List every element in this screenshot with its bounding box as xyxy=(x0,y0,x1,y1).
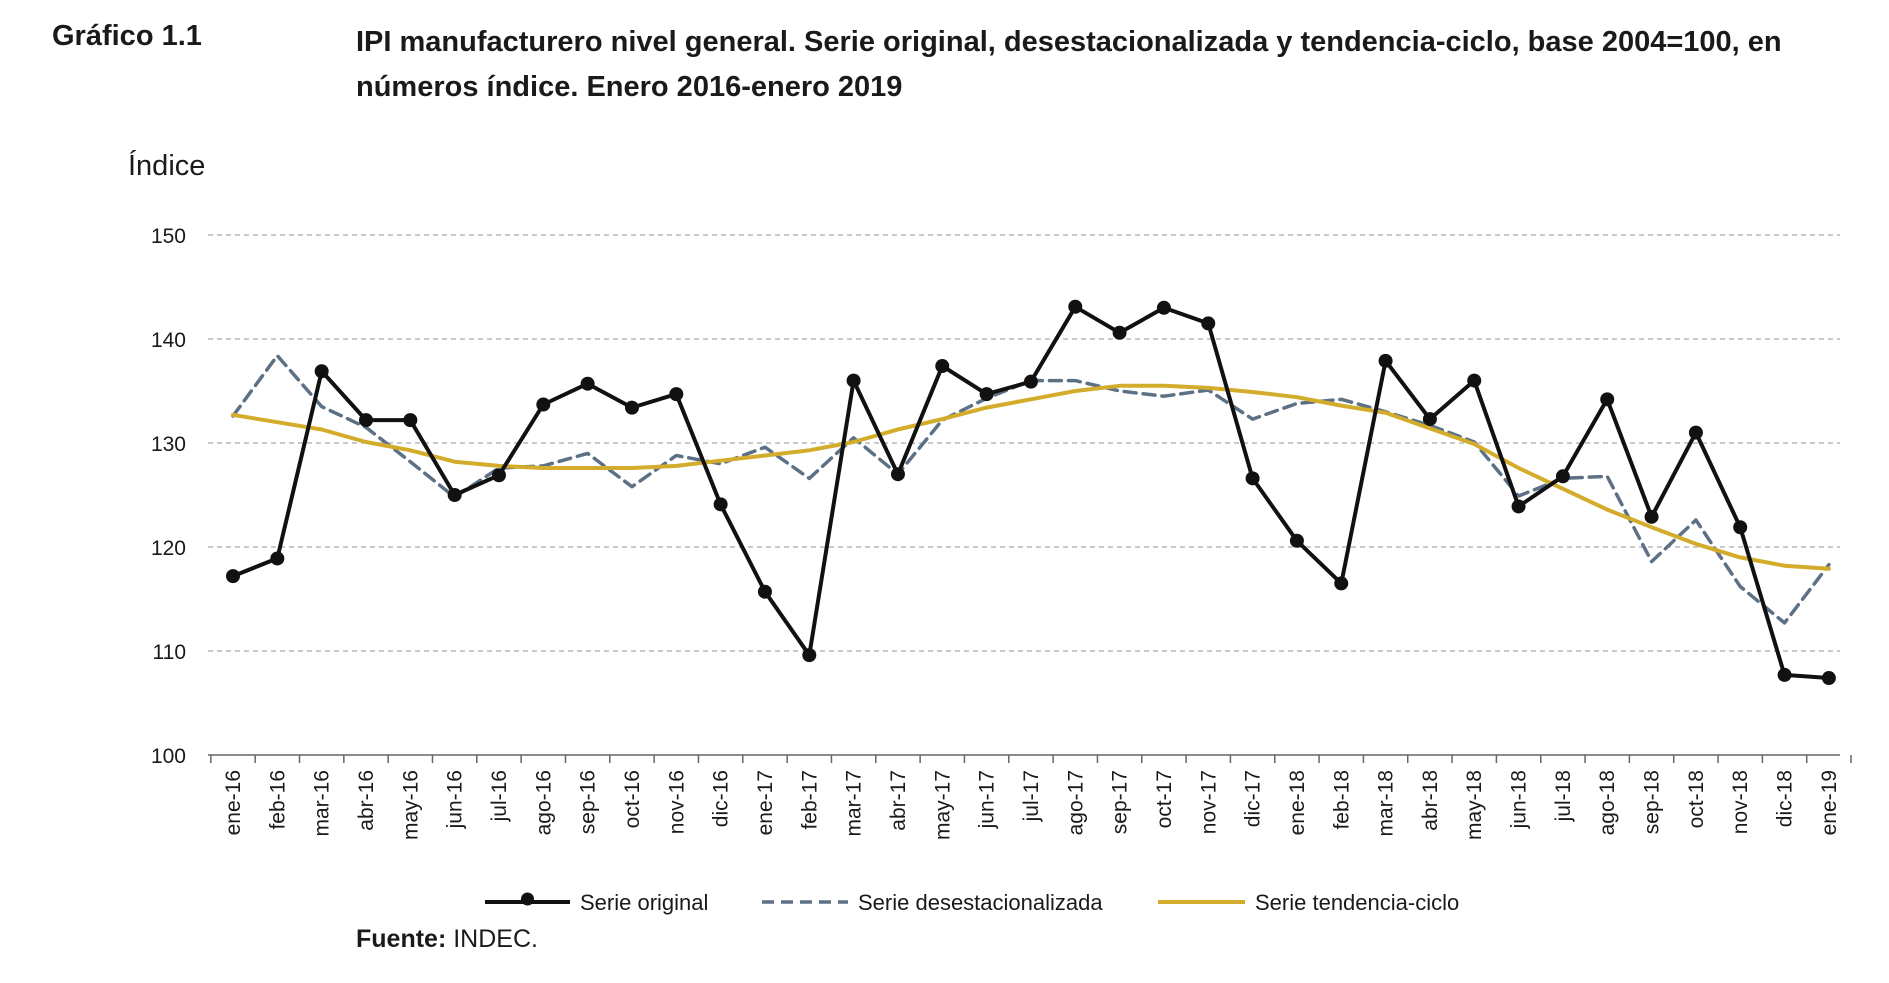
data-point-original xyxy=(1201,316,1216,331)
x-tick-label: jun-18 xyxy=(1508,770,1531,829)
x-tick-label: ago-16 xyxy=(532,770,555,835)
x-tick-label: ene-19 xyxy=(1818,770,1841,835)
y-tick-label: 110 xyxy=(153,641,186,664)
source-value: INDEC. xyxy=(446,925,538,953)
x-tick-label: jul-18 xyxy=(1552,770,1575,822)
chart-title: IPI manufacturero nivel general. Serie o… xyxy=(356,20,1856,110)
data-point-original xyxy=(1821,671,1836,686)
x-tick-label: nov-18 xyxy=(1729,770,1752,834)
data-point-original xyxy=(314,364,329,379)
y-tick-label: 100 xyxy=(151,745,186,768)
data-point-original xyxy=(1555,469,1570,484)
data-point-original xyxy=(1112,325,1127,340)
x-tick-label: may-18 xyxy=(1463,770,1486,840)
data-point-original xyxy=(979,387,994,402)
x-tick-label: mar-16 xyxy=(311,770,334,837)
x-tick-label: sep-18 xyxy=(1641,770,1664,834)
y-tick-label: 140 xyxy=(151,329,186,352)
chart-title-line-1: IPI manufacturero nivel general. Serie o… xyxy=(356,26,1782,58)
x-tick-label: feb-16 xyxy=(266,770,289,830)
data-point-original xyxy=(447,488,462,502)
x-tick-label: nov-17 xyxy=(1197,770,1220,834)
data-point-original xyxy=(403,413,418,428)
x-tick-label: ene-17 xyxy=(754,770,777,835)
data-point-original xyxy=(1777,667,1792,682)
x-tick-label: dic-16 xyxy=(710,770,733,827)
x-tick-label: ago-17 xyxy=(1064,770,1087,835)
x-tick-label: oct-16 xyxy=(621,770,644,828)
data-point-original xyxy=(757,584,772,599)
data-point-original xyxy=(669,387,684,402)
legend-marker-original xyxy=(521,892,534,906)
x-tick-label: abr-17 xyxy=(887,770,910,831)
data-point-original xyxy=(1068,299,1083,314)
x-tick-label: nov-16 xyxy=(665,770,688,834)
data-point-original xyxy=(1334,576,1349,591)
x-tick-label: jul-16 xyxy=(488,770,511,822)
y-tick-label: 150 xyxy=(151,225,186,248)
legend-label-original: Serie original xyxy=(580,890,708,915)
x-tick-label: ene-16 xyxy=(222,770,245,835)
data-point-original xyxy=(1467,373,1482,388)
data-point-original xyxy=(1422,412,1437,427)
data-point-original xyxy=(1156,300,1171,315)
legend-label-tendencia: Serie tendencia-ciclo xyxy=(1255,890,1459,915)
x-tick-label: jun-17 xyxy=(976,770,999,829)
data-point-original xyxy=(1600,392,1615,407)
data-point-original xyxy=(536,397,551,412)
data-point-original xyxy=(1289,533,1304,548)
data-point-original xyxy=(624,400,639,415)
axes: 100 110 120 130 140 150 ene-16 feb-16 mar-16 abr-… xyxy=(151,225,1852,840)
y-axis-title: Índice xyxy=(128,150,206,182)
data-point-original xyxy=(1511,499,1526,514)
x-tick-label: dic-17 xyxy=(1242,770,1265,827)
data-point-original xyxy=(1733,520,1748,535)
x-tick-label: jun-16 xyxy=(444,770,467,829)
x-tick-label: may-16 xyxy=(399,770,422,840)
data-point-original xyxy=(491,468,506,483)
data-point-original xyxy=(358,413,373,428)
x-tick-label: may-17 xyxy=(931,770,954,840)
x-tick-label: oct-17 xyxy=(1153,770,1176,828)
figure-label: Gráfico 1.1 xyxy=(52,20,202,52)
x-tick-label: jul-17 xyxy=(1020,770,1043,822)
data-point-original xyxy=(1644,509,1659,524)
x-tick-label: ene-18 xyxy=(1286,770,1309,835)
data-point-original xyxy=(1023,374,1038,389)
legend-label-desestacionalizada: Serie desestacionalizada xyxy=(858,890,1103,915)
x-tick-label: mar-18 xyxy=(1375,770,1398,837)
data-point-original xyxy=(270,551,285,566)
legend: Serie original Serie desestacionalizada Se… xyxy=(485,890,1459,915)
x-tick-label: sep-17 xyxy=(1109,770,1132,834)
chart-title-line-2: números índice. Enero 2016-enero 2019 xyxy=(356,71,903,103)
data-point-original xyxy=(580,376,595,391)
x-tick-label: mar-17 xyxy=(843,770,866,837)
data-point-original xyxy=(226,569,240,584)
x-tick-label: ago-18 xyxy=(1596,770,1619,835)
data-point-original xyxy=(1245,471,1260,486)
y-tick-label: 130 xyxy=(151,433,186,456)
x-tick-label: feb-18 xyxy=(1330,770,1353,830)
x-tick-label: abr-16 xyxy=(355,770,378,831)
x-tick-label: oct-18 xyxy=(1685,770,1708,828)
data-point-original xyxy=(935,359,950,374)
data-point-original xyxy=(846,373,861,388)
y-tick-label: 120 xyxy=(151,537,186,560)
data-point-original xyxy=(1378,353,1393,368)
x-tick-label: feb-17 xyxy=(798,770,821,830)
source-label: Fuente: xyxy=(356,925,447,953)
source-note: Fuente: INDEC. xyxy=(356,925,538,954)
data-point-original xyxy=(713,497,728,512)
data-point-original xyxy=(890,467,905,482)
data-point-original xyxy=(1688,425,1703,440)
data-point-original xyxy=(802,648,817,663)
x-tick-label: sep-16 xyxy=(577,770,600,834)
series-line-original xyxy=(231,304,1831,680)
x-tick-label: abr-18 xyxy=(1419,770,1442,831)
grid-lines xyxy=(208,234,1840,652)
series-lines xyxy=(226,299,1836,686)
x-tick-label: dic-18 xyxy=(1774,770,1797,827)
series-line-tendencia xyxy=(231,383,1831,571)
